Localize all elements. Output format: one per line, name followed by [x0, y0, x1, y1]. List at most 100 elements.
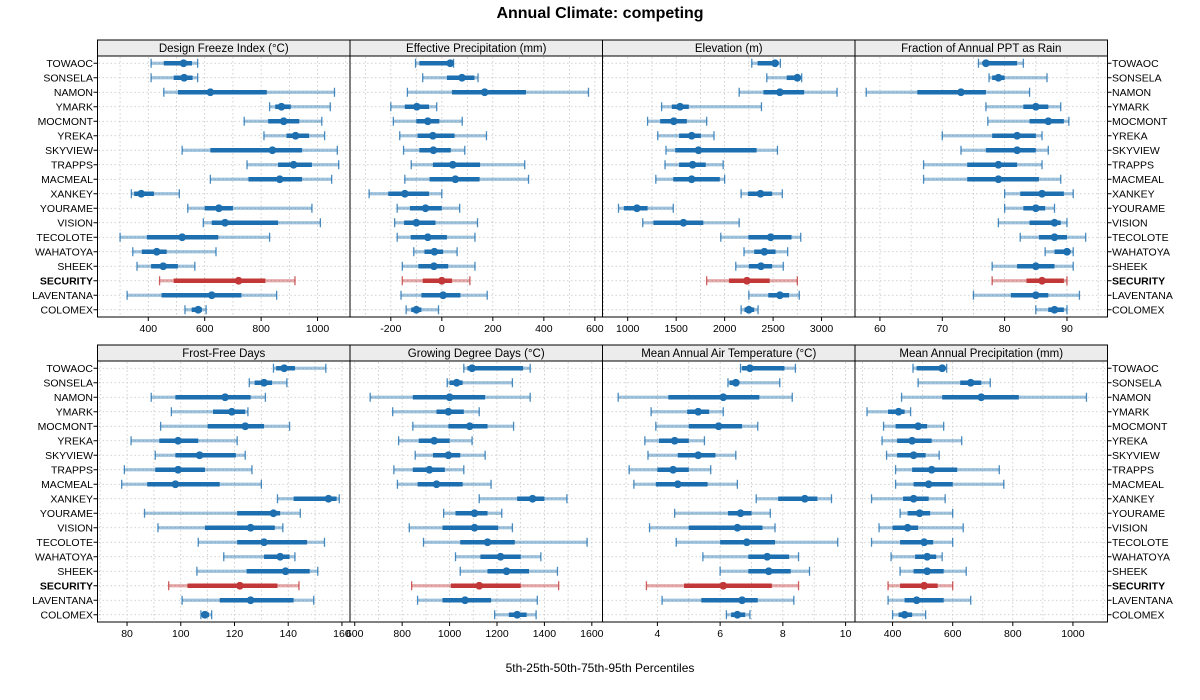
y-axis-label-right-sonsela: SONSELA — [1112, 377, 1162, 389]
percentile-row-towaoc — [463, 363, 531, 373]
y-axis-label-left-wahatoya: WAHATOYA — [35, 551, 93, 563]
x-tick-label: 1400 — [533, 628, 557, 640]
median-dot — [528, 494, 537, 503]
y-axis-label-right-xankey: XANKEY — [1112, 188, 1155, 200]
median-dot — [423, 117, 432, 126]
median-dot — [260, 538, 268, 547]
percentile-row-colomex — [184, 305, 207, 315]
median-dot — [793, 73, 802, 82]
percentile-row-mocmont — [159, 421, 291, 431]
panel-title: Effective Precipitation (mm) — [406, 43, 547, 55]
median-dot — [289, 160, 298, 169]
y-axis-label-right-vision: VISION — [1112, 217, 1148, 229]
median-dot — [760, 247, 769, 256]
y-axis-label-left-security: SECURITY — [40, 275, 93, 287]
percentile-row-mocmont — [646, 116, 708, 126]
x-tick-label: 160 — [333, 628, 351, 640]
percentile-row-yreka — [657, 131, 715, 141]
percentile-row-laventana — [972, 290, 1081, 300]
median-dot — [246, 523, 255, 532]
percentile-row-towaoc — [739, 363, 797, 373]
median-dot — [719, 393, 728, 402]
percentile-row-trapps — [393, 465, 465, 475]
median-dot — [920, 581, 929, 590]
percentile-row-trapps — [664, 160, 724, 170]
percentile-row-mocmont — [882, 421, 945, 431]
median-dot — [908, 436, 917, 445]
x-tick-label: 10 — [840, 628, 852, 640]
median-dot — [268, 146, 277, 155]
percentile-row-tecolote — [197, 537, 326, 547]
percentile-row-yourame — [617, 203, 674, 213]
median-dot — [966, 378, 975, 387]
percentile-row-skyview — [414, 450, 486, 460]
median-dot — [733, 523, 742, 532]
median-dot — [1050, 305, 1059, 314]
percentile-row-security — [410, 581, 560, 591]
percentile-row-namon — [163, 87, 336, 97]
percentile-row-sonsela — [248, 378, 288, 388]
percentile-row-wahatoya — [1044, 247, 1074, 257]
x-tick-label: 80 — [999, 323, 1011, 335]
x-tick-label: -200 — [380, 323, 401, 335]
y-axis-label-right-yreka: YREKA — [1112, 130, 1148, 142]
median-dot — [421, 204, 430, 213]
median-dot — [483, 538, 492, 547]
median-dot — [428, 131, 437, 140]
percentile-row-colomex — [1035, 305, 1068, 315]
y-axis-label-right-vision: VISION — [1112, 522, 1148, 534]
percentile-row-mocmont — [412, 421, 515, 431]
x-tick-label: 80 — [121, 628, 133, 640]
y-axis-label-left-trapps: TRAPPS — [51, 464, 93, 476]
percentile-row-sheek — [719, 566, 811, 576]
percentile-row-towaoc — [272, 363, 327, 373]
percentile-row-macmeal — [922, 174, 1062, 184]
median-dot — [673, 480, 682, 489]
panel-title: Mean Annual Air Temperature (°C) — [641, 348, 816, 360]
percentile-row-yourame — [187, 203, 313, 213]
median-dot — [513, 610, 522, 619]
median-dot — [178, 233, 187, 242]
median-dot — [909, 451, 918, 460]
median-dot — [927, 465, 936, 474]
percentile-row-xankey — [368, 189, 443, 199]
y-axis-label-right-laventana: LAVENTANA — [1112, 595, 1173, 607]
x-tick-label: 800 — [393, 628, 411, 640]
median-dot — [241, 422, 250, 431]
y-axis-label-right-tecolote: TECOLOTE — [1112, 232, 1169, 244]
median-dot — [179, 59, 188, 68]
percentile-row-laventana — [887, 595, 972, 605]
y-axis-label-left-towaoc: TOWAOC — [46, 58, 93, 70]
percentile-row-towaoc — [977, 58, 1024, 68]
y-axis-label-left-mocmont: MOCMONT — [38, 421, 94, 433]
median-dot — [912, 596, 921, 605]
median-dot — [994, 73, 1003, 82]
median-dot — [423, 233, 432, 242]
median-dot — [894, 407, 903, 416]
x-tick-label: 600 — [196, 323, 214, 335]
median-dot — [207, 291, 216, 300]
percentile-row-sheek — [401, 261, 476, 271]
median-dot — [938, 364, 947, 373]
percentile-row-sonsela — [917, 378, 991, 388]
y-axis-label-right-skyview: SKYVIEW — [1112, 450, 1160, 462]
percentile-row-colomex — [200, 610, 213, 620]
panel-title: Elevation (m) — [695, 43, 763, 55]
panel-box — [97, 360, 351, 623]
y-axis-label-left-towaoc: TOWAOC — [46, 363, 93, 375]
percentile-row-macmeal — [121, 479, 263, 489]
y-axis-label-left-xankey: XANKEY — [50, 188, 93, 200]
y-axis-label-left-macmeal: MACMEAL — [41, 479, 93, 491]
median-dot — [174, 465, 182, 474]
y-axis-label-left-vision: VISION — [57, 217, 93, 229]
percentile-row-colomex — [891, 610, 927, 620]
panel-box — [97, 55, 351, 318]
median-dot — [1013, 131, 1021, 140]
x-tick-label: 800 — [252, 323, 270, 335]
percentile-row-tecolote — [1019, 232, 1087, 242]
median-dot — [1031, 262, 1040, 271]
percentile-row-vision — [157, 523, 284, 533]
percentile-row-towaoc — [751, 58, 782, 68]
percentile-row-laventana — [181, 595, 315, 605]
median-dot — [152, 247, 161, 256]
